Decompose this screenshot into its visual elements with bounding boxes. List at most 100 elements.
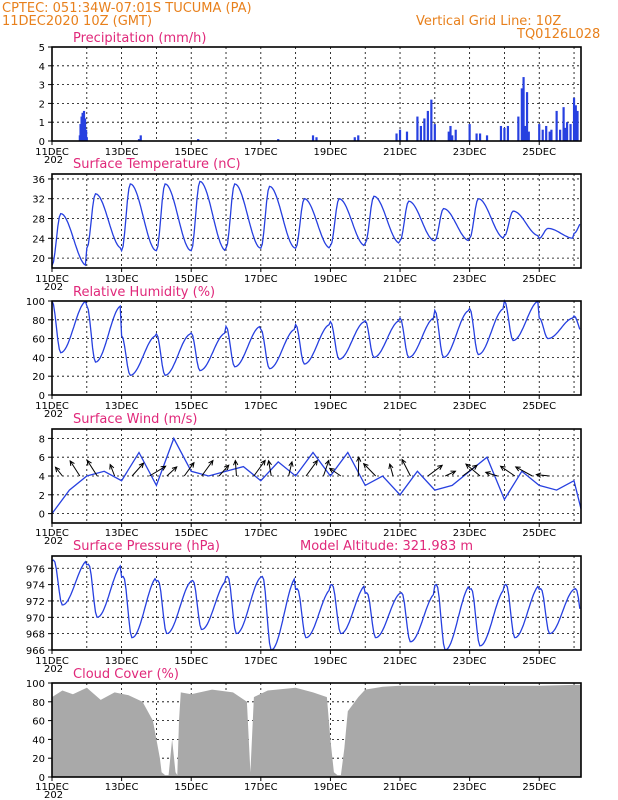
x-tick-label: 17DEC — [244, 528, 278, 539]
x-tick-label: 13DEC — [105, 656, 139, 667]
y-tick-label: 3 — [39, 81, 45, 92]
wind-arrow-head — [437, 464, 444, 470]
x-tick-label: 19DEC — [314, 782, 348, 793]
x-tick-label: 13DEC — [105, 401, 139, 412]
precip-bar — [449, 125, 452, 141]
wind-arrow-head — [160, 465, 167, 471]
precip-bar — [468, 124, 471, 141]
y-tick-label: 2 — [39, 491, 45, 502]
precip-bar — [447, 131, 450, 141]
x-tick-label: 11DEC — [35, 401, 69, 412]
precip-bar — [454, 129, 457, 141]
panel-temp: 20 24 28 32 36 11DEC 13DEC 15DEC 17DEC 19DEC 21DEC… — [32, 157, 582, 293]
y-tick-label: 60 — [32, 717, 45, 728]
wind-arrow — [322, 460, 330, 477]
y-tick-label: 968 — [26, 630, 45, 641]
x-tick-label: 23DEC — [453, 782, 487, 793]
x-tick-label: 13DEC — [105, 274, 139, 285]
wind-arrow — [234, 460, 237, 477]
x-tick-label: 23DEC — [453, 528, 487, 539]
wind-arrow — [201, 460, 214, 477]
x-tick-label: 17DEC — [244, 147, 278, 158]
precip-bar — [451, 135, 454, 141]
precip-bar — [416, 116, 419, 141]
precip-bar — [478, 133, 482, 141]
x-tick-label: 15DEC — [174, 528, 208, 539]
panel-cloud: 0 20 40 60 80 100 11DEC 13DEC 15DEC 17DEC 19DEC 21D… — [26, 667, 582, 800]
precip-bar — [527, 131, 530, 141]
wind-arrow — [218, 464, 230, 477]
precip-bar — [559, 129, 562, 141]
wind-arrow — [401, 459, 411, 477]
x-tick-label: 11DEC — [35, 782, 69, 793]
panel-precip: 0 1 2 3 4 5 11DEC 13DEC 15DEC 17DEC 19DEC 21DEC 23DE… — [35, 31, 582, 166]
panel-title: Surface Pressure (hPa) — [73, 539, 220, 554]
x-tick-label: 25DEC — [522, 147, 556, 158]
wind-arrow — [500, 465, 516, 477]
precip-bar — [548, 131, 551, 141]
panel-title: Precipitation (mm/h) — [73, 31, 206, 46]
precip-bar — [197, 139, 200, 141]
y-tick-label: 970 — [26, 613, 45, 624]
y-tick-label: 32 — [32, 195, 45, 206]
precip-bar — [564, 127, 567, 141]
precip-bar — [485, 135, 489, 141]
precip-bar — [430, 99, 433, 141]
y-tick-label: 20 — [32, 254, 45, 265]
panel-frame — [51, 555, 582, 651]
panel-rh: 0 20 40 60 80 100 11DEC 13DEC 15DEC 17DEC 19DEC 21D… — [26, 285, 582, 420]
wind-arrow — [445, 470, 456, 477]
y-tick-label: 80 — [32, 698, 45, 709]
precip-bar — [353, 137, 356, 141]
y-tick-label: 4 — [39, 62, 45, 73]
wind-arrow-head — [54, 466, 61, 473]
wind-arrow — [131, 462, 144, 477]
wind-arrow — [485, 471, 498, 477]
x-tick-label: 25DEC — [522, 656, 556, 667]
y-tick-label: 80 — [32, 316, 45, 327]
y-tick-label: 20 — [32, 754, 45, 765]
panel-title: Relative Humidity (%) — [73, 285, 215, 300]
x-tick-label: 15DEC — [174, 656, 208, 667]
wind-arrow-head — [484, 471, 491, 477]
wind-arrow-head — [171, 466, 178, 472]
y-tick-label: 40 — [32, 353, 45, 364]
x-tick-label: 13DEC — [105, 147, 139, 158]
panel-title: Cloud Cover (%) — [73, 667, 179, 682]
y-tick-label: 5 — [39, 43, 45, 54]
precip-bar — [562, 107, 565, 141]
y-tick-label: 0 — [39, 510, 45, 521]
x-tick-label: 13DEC — [105, 528, 139, 539]
wind-arrow-head — [465, 463, 471, 469]
wind-arrow-head — [138, 462, 145, 469]
y-tick-label: 20 — [32, 372, 45, 383]
wind-arrow — [149, 465, 166, 477]
wind-arrow-head — [288, 460, 294, 467]
wind-arrow — [288, 461, 293, 477]
wind-arrow-head — [233, 459, 239, 466]
x-tick-label: 19DEC — [314, 528, 348, 539]
wind-series-line — [51, 436, 582, 514]
wind-arrow — [268, 460, 272, 477]
x-tick-label: 21DEC — [383, 528, 417, 539]
wind-arrow-head — [69, 459, 75, 466]
temp-series-line — [51, 180, 581, 267]
precip-bar — [139, 135, 142, 141]
precip-bar — [569, 124, 572, 141]
precip-bar — [565, 122, 569, 141]
wind-arrow — [109, 464, 116, 477]
x-tick-label: 13DEC — [105, 782, 139, 793]
panel-frame — [51, 173, 582, 269]
cloud-cover-area — [52, 684, 581, 777]
precip-bar — [522, 77, 525, 141]
precip-bar — [550, 129, 553, 141]
wind-arrow — [357, 457, 360, 477]
precip-bar — [545, 125, 548, 141]
year-stub: 202 — [44, 155, 63, 166]
precip-bar — [555, 110, 558, 141]
panel-pressure: 966 968 970 972 974 976 11DEC 13DEC 15DEC 17DEC 19… — [26, 539, 582, 675]
x-tick-label: 15DEC — [174, 401, 208, 412]
wind-arrow-head — [499, 465, 506, 471]
wind-arrow — [305, 460, 318, 477]
x-tick-label: 11DEC — [35, 274, 69, 285]
